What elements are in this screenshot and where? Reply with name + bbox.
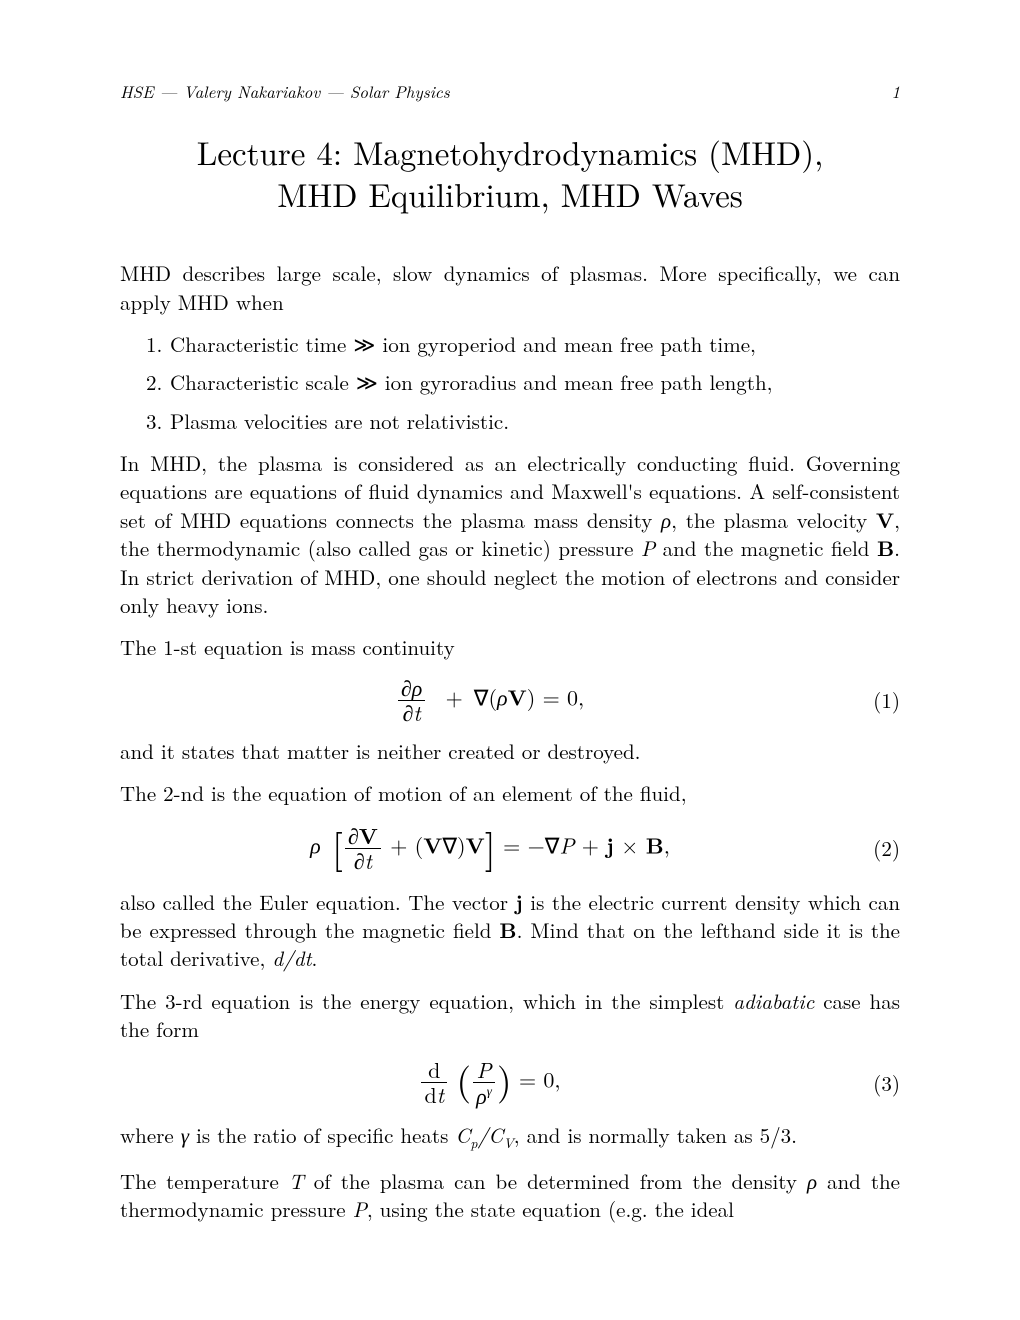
paragraph-eq2-intro: The 2-nd is the equation of motion of an… — [120, 779, 900, 807]
condition-3: 3. Plasma velocities are not relativisti… — [146, 407, 900, 435]
equation-body: ∂ρ∂t + ∇(ρV) = 0, — [120, 676, 860, 725]
condition-2: 2. Characteristic scale ≫ ion gyroradius… — [146, 368, 900, 396]
symbol-B: B — [499, 915, 516, 945]
symbol-V: V — [876, 505, 894, 535]
condition-text: Characteristic scale ≫ ion gyroradius an… — [170, 368, 772, 396]
paragraph-eq1-after: and it states that matter is neither cre… — [120, 737, 900, 765]
equation-number: (3) — [860, 1069, 900, 1097]
symbol-T: T — [289, 1166, 304, 1196]
equation-body: ρ [∂V∂t + (V∇)V] = −∇P + j × B, — [120, 822, 860, 876]
page-title: Lecture 4: Magnetohydrodynamics (MHD), M… — [120, 131, 900, 215]
equation-number: (1) — [860, 686, 900, 714]
condition-text: Plasma velocities are not relativistic. — [170, 407, 509, 435]
list-number: 3. — [146, 407, 170, 435]
symbol-rho: ρ — [661, 505, 671, 535]
page: HSE — Valery Nakariakov — Solar Physics … — [0, 0, 1020, 1320]
paragraph-governing: In MHD, the plasma is considered as an e… — [120, 449, 900, 619]
equation-body: ddt (Pργ) = 0, — [120, 1057, 860, 1108]
equation-1: ∂ρ∂t + ∇(ρV) = 0, (1) — [120, 676, 900, 725]
symbol-cp-cv: Cp/CV — [455, 1120, 513, 1150]
paragraph-temperature: The temperature T of the plasma can be d… — [120, 1167, 900, 1224]
list-number: 1. — [146, 330, 170, 358]
list-number: 2. — [146, 368, 170, 396]
condition-text: Characteristic time ≫ ion gyroperiod and… — [170, 330, 756, 358]
symbol-P: P — [641, 533, 655, 563]
symbol-gamma: γ — [181, 1120, 189, 1150]
paragraph-eq3-intro: The 3-rd equation is the energy equation… — [120, 987, 900, 1044]
equation-3: ddt (Pργ) = 0, (3) — [120, 1057, 900, 1108]
condition-1: 1. Characteristic time ≫ ion gyroperiod … — [146, 330, 900, 358]
conditions-list: 1. Characteristic time ≫ ion gyroperiod … — [120, 330, 900, 435]
equation-2: ρ [∂V∂t + (V∇)V] = −∇P + j × B, (2) — [120, 822, 900, 876]
symbol-j: j — [515, 887, 522, 917]
symbol-ddt: d/dt — [272, 943, 311, 973]
running-header: HSE — Valery Nakariakov — Solar Physics … — [120, 80, 900, 103]
symbol-P: P — [353, 1194, 367, 1224]
title-line-1: Lecture 4: Magnetohydrodynamics (MHD), — [197, 128, 824, 175]
paragraph-intro: MHD describes large scale, slow dynamics… — [120, 259, 900, 316]
title-line-2: MHD Equilibrium, MHD Waves — [277, 170, 743, 217]
symbol-rho: ρ — [807, 1166, 817, 1196]
symbol-B: B — [877, 533, 894, 563]
equation-number: (2) — [860, 834, 900, 862]
paragraph-eq3-after: where γ is the ratio of specific heats C… — [120, 1121, 900, 1153]
header-left: HSE — Valery Nakariakov — Solar Physics — [120, 80, 450, 103]
paragraph-eq1-intro: The 1-st equation is mass continuity — [120, 633, 900, 661]
paragraph-eq2-after: also called the Euler equation. The vect… — [120, 888, 900, 973]
page-number: 1 — [891, 80, 900, 103]
word-adiabatic: adiabatic — [733, 986, 814, 1016]
